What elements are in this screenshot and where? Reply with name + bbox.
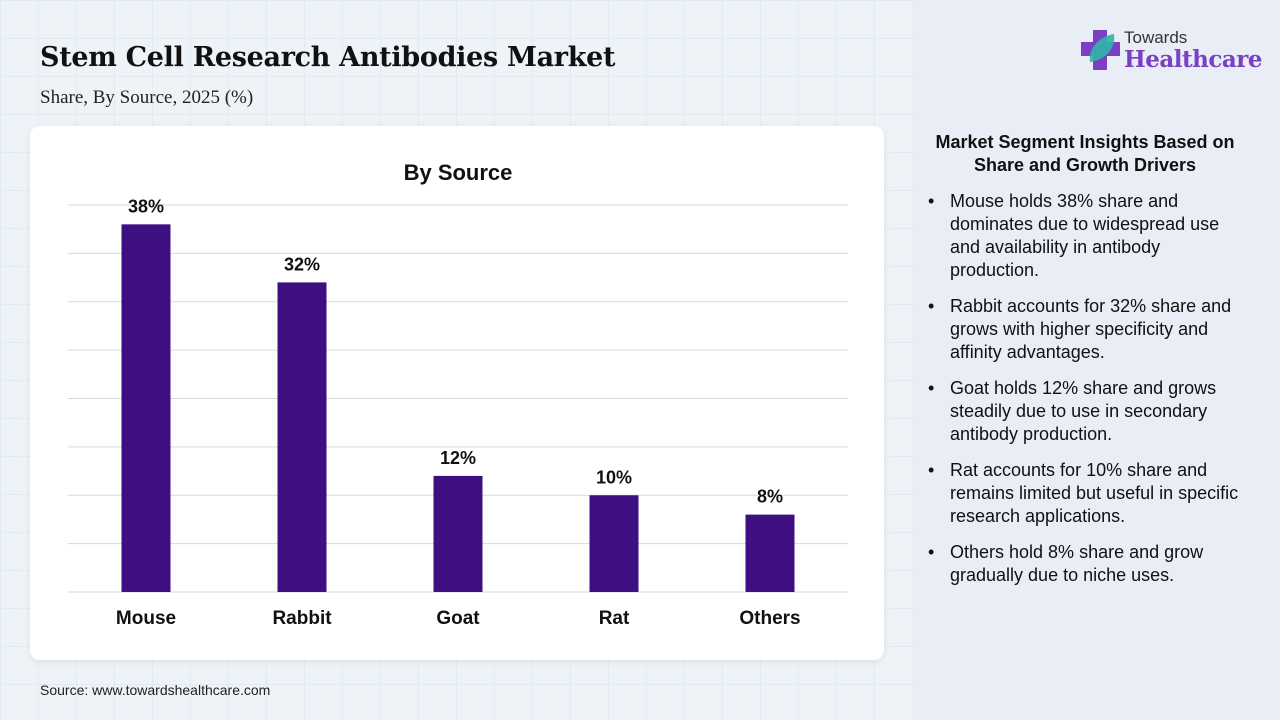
insight-item: Rat accounts for 10% share and remains l… (922, 459, 1252, 528)
insight-item: Mouse holds 38% share and dominates due … (922, 190, 1252, 282)
bar-others (745, 514, 795, 592)
bar-rabbit (277, 282, 327, 592)
insight-item: Rabbit accounts for 32% share and grows … (922, 295, 1252, 364)
bar-goat (433, 475, 483, 592)
insight-item: Others hold 8% share and grow gradually … (922, 541, 1252, 587)
insight-item: Goat holds 12% share and grows steadily … (922, 377, 1252, 446)
logo-text-towards: Towards (1124, 28, 1188, 47)
x-tick-label: Mouse (116, 608, 176, 629)
chart-title: By Source (404, 160, 513, 185)
page-subtitle: Share, By Source, 2025 (%) (40, 87, 254, 108)
logo-text-healthcare: Healthcare (1124, 46, 1263, 73)
data-label: 8% (757, 487, 783, 507)
insights-heading: Market Segment Insights Based on Share a… (935, 132, 1235, 175)
bar-rat (589, 495, 639, 592)
data-label: 38% (128, 196, 164, 216)
insights-list: Mouse holds 38% share and dominates due … (922, 190, 1252, 600)
data-label: 32% (284, 254, 320, 274)
medical-cross-leaf-icon (1081, 30, 1120, 70)
data-label: 12% (440, 448, 476, 468)
bar-mouse (121, 224, 171, 592)
logo: Towards Healthcare (1080, 28, 1263, 78)
page-title: Stem Cell Research Antibodies Market (40, 42, 616, 73)
data-label: 10% (596, 467, 632, 487)
x-tick-label: Goat (436, 608, 480, 629)
x-tick-label: Rabbit (272, 608, 332, 629)
x-tick-label: Rat (599, 608, 630, 629)
source-note: Source: www.towardshealthcare.com (40, 682, 271, 698)
bar-chart: By Source 38% Mouse 32% Rabbit 12% Goat 10% Rat… (68, 160, 848, 629)
x-tick-label: Others (739, 608, 800, 629)
